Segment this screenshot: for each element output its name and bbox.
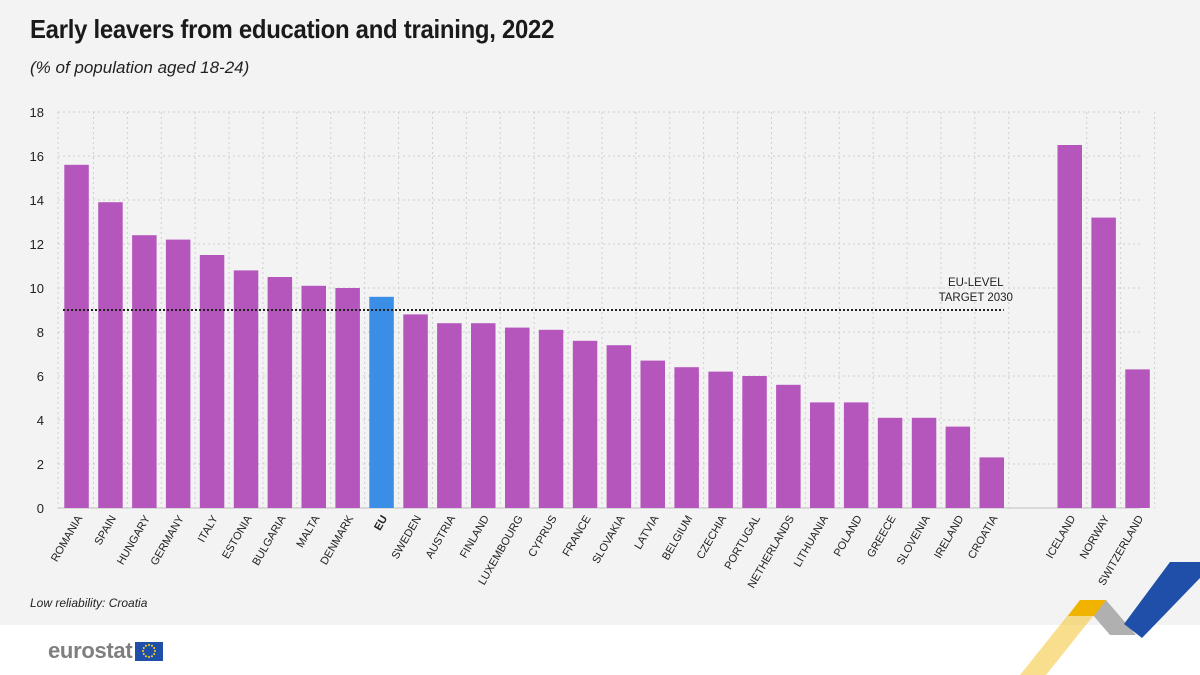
eu-flag-icon [135, 641, 164, 661]
bar-estonia [233, 270, 259, 508]
x-tick-label: BELGIUM [660, 514, 695, 563]
bar-italy [199, 255, 225, 508]
bar-norway [1091, 217, 1116, 508]
x-tick-label: GERMANY [149, 513, 188, 568]
x-tick-label: ICELAND [1044, 513, 1078, 560]
x-tick-label: ITALY [196, 513, 221, 545]
x-tick-label: CYPRUS [526, 514, 559, 560]
bar-poland [843, 402, 869, 508]
footnote: Low reliability: Croatia [30, 596, 148, 610]
x-tick-label: CZECHIA [695, 513, 730, 561]
corner-decoration [1020, 562, 1200, 675]
x-tick-label: ROMANIA [49, 513, 85, 564]
x-tick-label: GREECE [865, 514, 899, 560]
x-tick-label: AUSTRIA [424, 513, 459, 561]
bar-eu [369, 296, 394, 508]
bar-switzerland [1125, 369, 1150, 508]
bar-slovenia [911, 417, 937, 508]
bar-lithuania [810, 402, 835, 508]
bar-netherlands [776, 384, 801, 508]
bar-romania [64, 164, 89, 509]
target-label-line: TARGET 2030 [939, 292, 1013, 304]
bar-spain [98, 202, 123, 508]
x-tick-label: MALTA [294, 513, 322, 550]
y-tick-label: 10 [30, 281, 44, 296]
y-tick-label: 18 [30, 105, 44, 120]
x-tick-label: CROATIA [966, 513, 1001, 561]
bars [64, 145, 1150, 509]
bar-portugal [742, 376, 767, 508]
chart-title: Early leavers from education and trainin… [30, 14, 555, 44]
logo-text: eurostat [48, 638, 133, 663]
x-tick-label: IRELAND [932, 513, 966, 560]
eurostat-logo: eurostat [48, 638, 164, 664]
bar-bulgaria [267, 277, 293, 508]
bar-denmark [335, 288, 360, 508]
bar-belgium [674, 367, 699, 508]
x-tick-label: SWEDEN [390, 513, 425, 561]
target-label-line: EU-LEVEL [948, 277, 1004, 289]
bar-hungary [132, 235, 157, 508]
bar-iceland [1057, 145, 1082, 508]
x-tick-label: NORWAY [1078, 513, 1113, 561]
bar-austria [437, 323, 462, 508]
bar-croatia [979, 457, 1004, 508]
x-tick-label: FRANCE [561, 514, 594, 559]
x-tick-label: SLOVENIA [895, 513, 933, 567]
target-annotation: EU-LEVEL TARGET 2030 [63, 277, 1013, 311]
y-axis-tick-labels: 0 2 4 6 8 10 12 14 16 18 [30, 105, 44, 516]
bar-slovakia [606, 345, 632, 508]
y-tick-label: 2 [37, 457, 44, 472]
x-tick-label: FINLAND [458, 513, 492, 560]
y-tick-label: 12 [30, 237, 44, 252]
x-tick-label: LATVIA [632, 513, 661, 552]
bar-cyprus [538, 329, 564, 508]
bar-luxembourg [505, 327, 530, 508]
y-tick-label: 14 [30, 193, 44, 208]
x-tick-label: LITHUANIA [792, 513, 831, 569]
bar-latvia [640, 360, 665, 508]
bar-greece [877, 417, 903, 508]
x-tick-label: SPAIN [93, 513, 120, 547]
x-tick-label: BULGARIA [250, 513, 289, 568]
y-tick-label: 0 [37, 501, 44, 516]
bar-germany [165, 239, 191, 508]
y-tick-label: 4 [37, 413, 44, 428]
bar-ireland [945, 426, 971, 508]
x-tick-label: POLAND [832, 513, 865, 558]
y-tick-label: 16 [30, 149, 44, 164]
bar-chart: 0 2 4 6 8 10 12 14 16 18 EU-LEVEL TARGET 2030 ROMA… [30, 105, 1156, 591]
x-tick-label: SLOVAKIA [590, 513, 628, 566]
bar-finland [471, 323, 496, 508]
bar-czechia [708, 371, 733, 508]
grid-lines [57, 111, 1156, 509]
x-tick-label: DENMARK [318, 513, 356, 567]
bar-malta [301, 285, 326, 508]
y-tick-label: 8 [37, 325, 44, 340]
bar-sweden [403, 314, 428, 508]
chart-subtitle: (% of population aged 18-24) [30, 58, 250, 77]
x-tick-label: HUNGARY [115, 513, 153, 567]
y-tick-label: 6 [37, 369, 44, 384]
bar-france [572, 340, 598, 508]
x-tick-label: EU [372, 513, 390, 532]
x-tick-label: ESTONIA [220, 513, 255, 561]
